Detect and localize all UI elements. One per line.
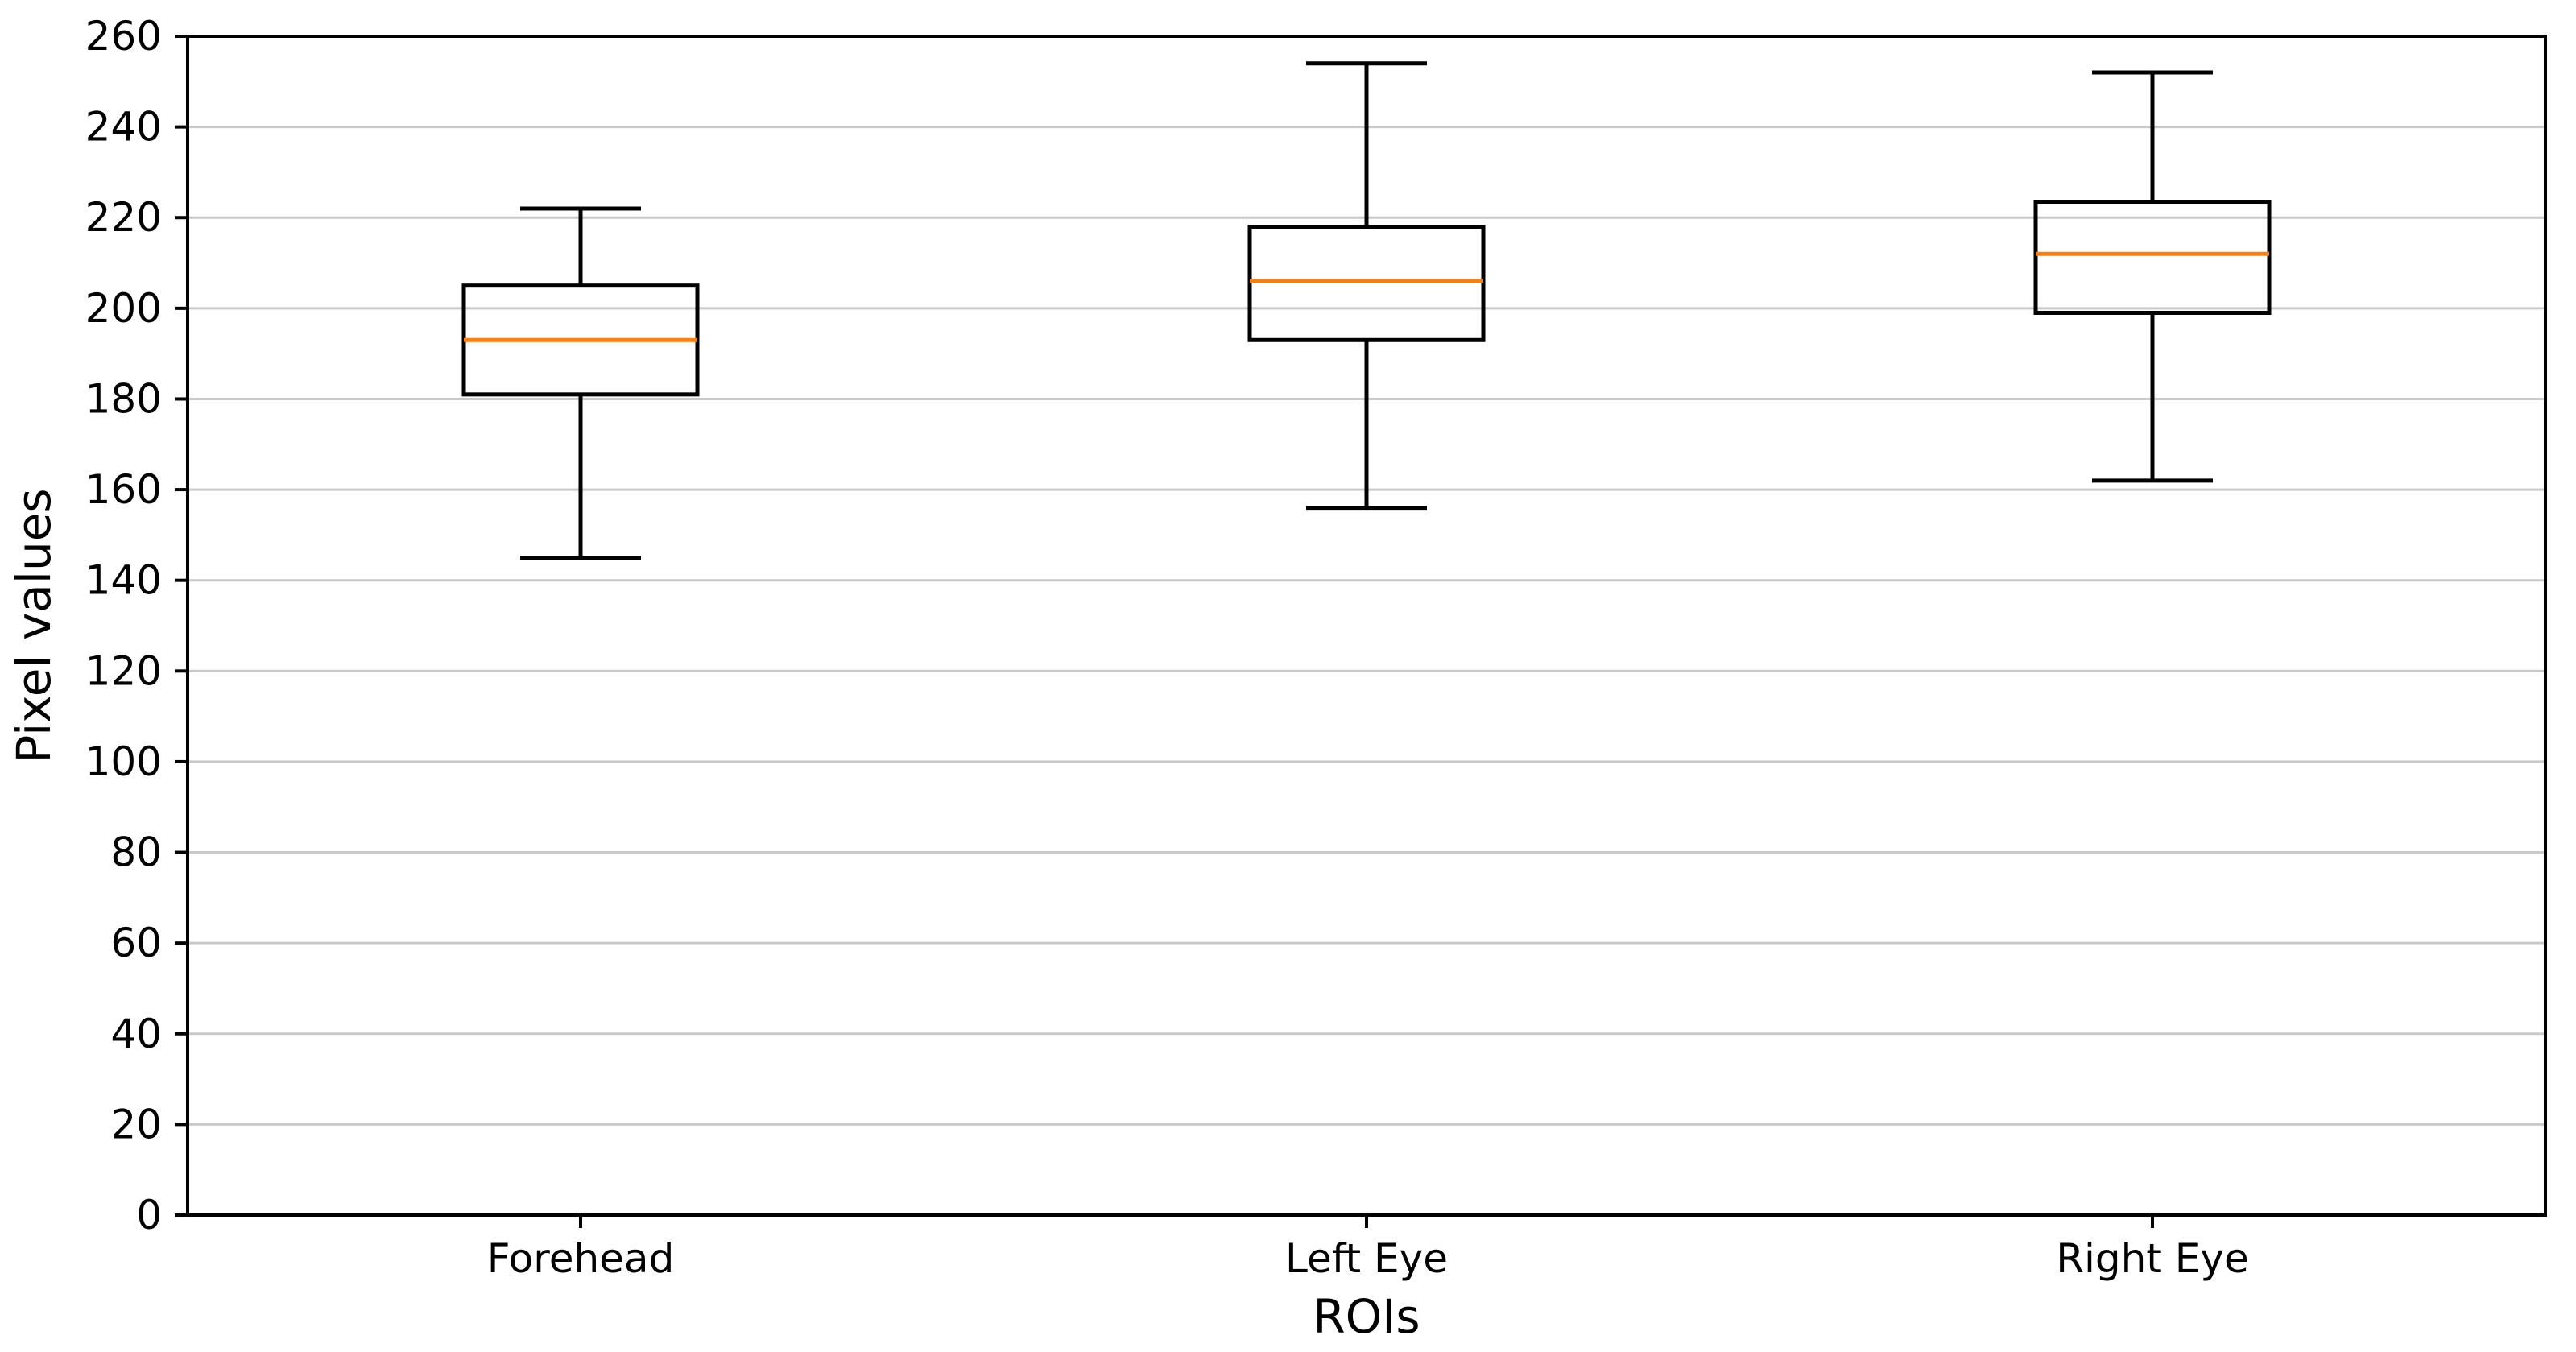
gridlines <box>188 126 2545 1126</box>
y-axis-ticks: 0 20 40 60 80 100 120 140 160 180 200 220 240 260 <box>85 13 188 1238</box>
box-right-eye <box>2033 70 2272 483</box>
y-tick-label-0: 0 <box>136 1192 162 1238</box>
iqr-box <box>1247 224 1486 342</box>
iqr-box <box>2033 200 2272 315</box>
box-series <box>461 61 2272 560</box>
y-tick-label-160: 160 <box>85 466 162 513</box>
y-tick-label-200: 200 <box>85 285 162 332</box>
y-tick-label-120: 120 <box>85 647 162 694</box>
box-forehead <box>461 206 700 560</box>
x-axis-title: ROIs <box>1313 1289 1420 1344</box>
y-tick-label-220: 220 <box>85 194 162 241</box>
y-tick-label-140: 140 <box>85 557 162 604</box>
y-tick-label-60: 60 <box>110 920 162 966</box>
x-axis-ticks: Forehead Left Eye Right Eye <box>487 1215 2249 1282</box>
y-tick-label-80: 80 <box>110 829 162 876</box>
y-tick-label-240: 240 <box>85 104 162 151</box>
y-tick-label-20: 20 <box>110 1101 162 1147</box>
y-tick-label-40: 40 <box>110 1011 162 1057</box>
y-tick-label-100: 100 <box>85 738 162 785</box>
y-tick-label-260: 260 <box>85 13 162 60</box>
x-tick-label-right-eye: Right Eye <box>2056 1235 2249 1282</box>
x-tick-label-left-eye: Left Eye <box>1285 1235 1448 1282</box>
box-left-eye <box>1247 61 1486 511</box>
y-tick-label-180: 180 <box>85 375 162 422</box>
y-axis-title: Pixel values <box>6 488 61 763</box>
x-tick-label-forehead: Forehead <box>487 1235 675 1282</box>
